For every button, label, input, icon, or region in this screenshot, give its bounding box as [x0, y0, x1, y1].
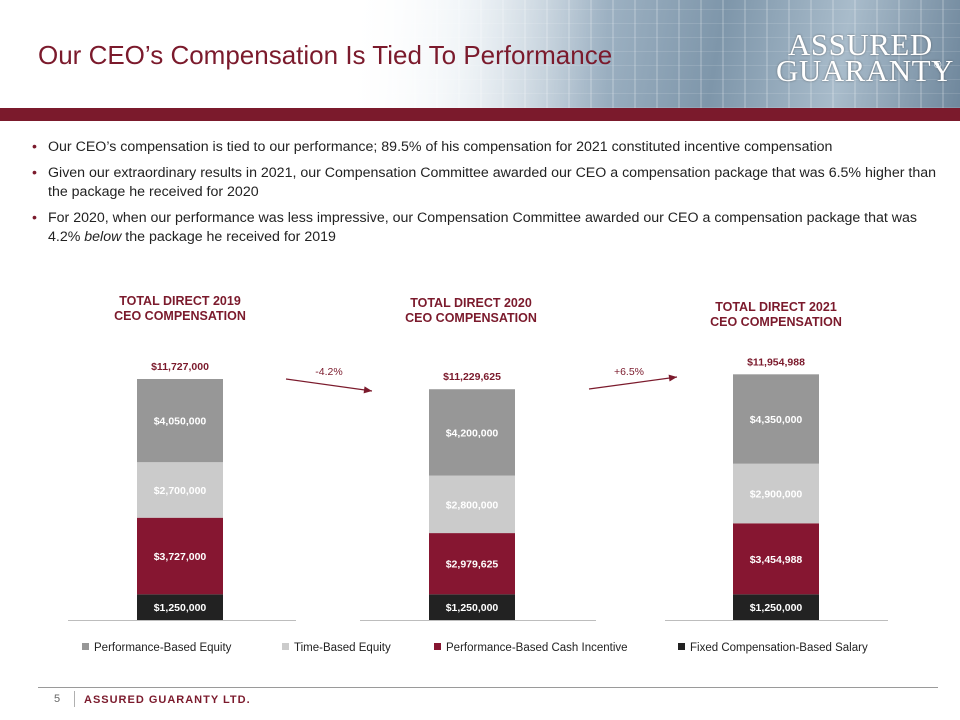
page-number: 5	[54, 693, 61, 705]
legend-swatch	[678, 643, 685, 650]
legend-swatch	[434, 643, 441, 650]
assured-guaranty-logo: ASSURED GUARANTY ®	[772, 27, 953, 86]
bar-segment-fixed-compensation-based-salary-2020	[429, 594, 515, 620]
logo-line-2: GUARANTY	[776, 53, 954, 88]
bar-segment-performance-based-equity-2020	[429, 389, 515, 476]
footer-company-name: ASSURED GUARANTY LTD.	[84, 694, 251, 706]
page-title: Our CEO’s Compensation Is Tied To Perfor…	[38, 40, 613, 70]
chart-title-2020: TOTAL DIRECT 2020 CEO COMPENSATION	[405, 296, 537, 325]
bar-segment-time-based-equity-2020	[429, 475, 515, 534]
bullet-marker: •	[32, 139, 37, 155]
total-label-2021: $11,954,988	[747, 356, 805, 368]
bullet-text: Our CEO’s compensation is tied to our pe…	[48, 139, 833, 155]
data-label-performance-based-cash-incentive-2019: $3,727,000	[154, 551, 207, 563]
chart-title-2021: TOTAL DIRECT 2021 CEO COMPENSATION	[710, 300, 842, 329]
data-label-fixed-compensation-based-salary-2020: $1,250,000	[446, 602, 499, 614]
chart-legend: Performance-Based Equity Time-Based Equi…	[82, 642, 902, 658]
change-arrow-head-2	[668, 374, 677, 382]
chart-title-2019: TOTAL DIRECT 2019 CEO COMPENSATION	[114, 294, 246, 323]
total-label-2020: $11,229,625	[443, 371, 501, 383]
legend-swatch	[282, 643, 289, 650]
bullet-marker: •	[32, 164, 37, 181]
data-label-time-based-equity-2019: $2,700,000	[154, 485, 207, 497]
logo-line-1: ASSURED	[788, 27, 933, 62]
bullet-item: • For 2020, when our performance was les…	[32, 209, 942, 248]
header-divider-bar	[0, 108, 960, 121]
footer-rule	[38, 687, 938, 688]
bullet-list: • Our CEO’s compensation is tied to our …	[32, 138, 942, 254]
bar-segment-time-based-equity-2019	[137, 462, 223, 518]
change-label-2: +6.5%	[614, 366, 644, 378]
footer-separator	[74, 691, 75, 707]
bar-segment-fixed-compensation-based-salary-2019	[137, 594, 223, 620]
bullet-marker: •	[32, 209, 37, 226]
change-arrow-line-1	[285, 378, 373, 392]
data-label-performance-based-equity-2021: $4,350,000	[750, 414, 803, 426]
data-label-performance-based-cash-incentive-2020: $2,979,625	[446, 559, 499, 571]
data-label-performance-based-equity-2019: $4,050,000	[154, 416, 207, 428]
data-label-fixed-compensation-based-salary-2021: $1,250,000	[750, 602, 803, 614]
change-arrow-line-2	[588, 376, 678, 390]
legend-item-time-equity: Time-Based Equity	[282, 642, 391, 654]
bar-segment-time-based-equity-2021	[733, 463, 819, 524]
legend-item-cash-incentive: Performance-Based Cash Incentive	[434, 642, 628, 654]
logo-registered-mark: ®	[934, 60, 942, 71]
bullet-item: • Our CEO’s compensation is tied to our …	[32, 138, 942, 158]
building-photo-fade	[348, 0, 608, 108]
legend-item-salary: Fixed Compensation-Based Salary	[678, 642, 868, 654]
data-label-time-based-equity-2020: $2,800,000	[446, 499, 499, 511]
header-banner: Our CEO’s Compensation Is Tied To Perfor…	[0, 0, 960, 108]
bar-segment-performance-based-cash-incentive-2021	[733, 523, 819, 595]
bar-segment-performance-based-equity-2019	[137, 379, 223, 463]
total-label-2019: $11,727,000	[151, 361, 209, 373]
bullet-item: • Given our extraordinary results in 202…	[32, 164, 942, 203]
data-label-fixed-compensation-based-salary-2019: $1,250,000	[154, 602, 207, 614]
legend-swatch	[82, 643, 89, 650]
bullet-text: Given our extraordinary results in 2021,…	[48, 164, 936, 201]
bar-segment-performance-based-equity-2021	[733, 374, 819, 464]
data-label-time-based-equity-2021: $2,900,000	[750, 489, 803, 501]
bar-segment-performance-based-cash-incentive-2020	[429, 533, 515, 595]
bar-segment-fixed-compensation-based-salary-2021	[733, 594, 819, 620]
data-label-performance-based-cash-incentive-2021: $3,454,988	[750, 554, 803, 566]
emphasis-below: below	[84, 229, 122, 245]
bar-segment-performance-based-cash-incentive-2019	[137, 517, 223, 595]
change-arrow-head-1	[363, 386, 372, 394]
data-label-performance-based-equity-2020: $4,200,000	[446, 427, 499, 439]
change-label-1: -4.2%	[315, 366, 342, 378]
legend-item-performance-equity: Performance-Based Equity	[82, 642, 231, 654]
bullet-text: For 2020, when our performance was less …	[48, 209, 918, 246]
